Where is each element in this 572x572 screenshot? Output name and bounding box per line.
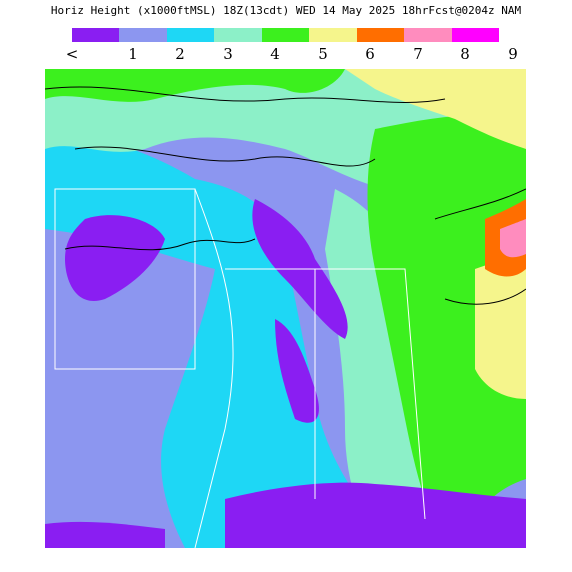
legend-swatch-7 [404,28,452,42]
legend-swatch-8 [451,28,499,42]
legend-label-1: 1 [128,45,138,63]
legend-swatch-lt1 [72,28,120,42]
region-five-northeast [345,69,526,149]
legend-swatch-1 [119,28,167,42]
region-seven-east [500,219,526,258]
legend-label-6: 6 [365,45,375,63]
legend-label-lt: < [65,45,79,63]
legend-swatch-6 [356,28,405,42]
legend-label-8: 8 [460,45,470,63]
legend-label-3: 3 [223,45,233,63]
region-lt1-gulf [225,482,526,548]
region-lt1-west [65,215,165,301]
legend-swatch-4 [261,28,310,42]
legend-swatch-2 [166,28,215,42]
legend-label-2: 2 [175,45,185,63]
height-map [45,69,526,548]
region-lt1-south [275,319,319,423]
legend-swatch-5 [309,28,357,42]
color-legend [72,28,499,42]
contour-lines [45,86,526,305]
legend-label-4: 4 [270,45,280,63]
legend-label-9: 9 [508,45,518,63]
state-boundaries [54,188,426,548]
region-lt1-sw [45,521,165,548]
region-five-east [475,249,526,399]
legend-swatch-3 [214,28,262,42]
legend-label-5: 5 [318,45,328,63]
legend-label-7: 7 [413,45,423,63]
map-title: Horiz Height (x1000ftMSL) 18Z(13cdt) WED… [50,4,522,17]
region-four-north [45,69,345,102]
